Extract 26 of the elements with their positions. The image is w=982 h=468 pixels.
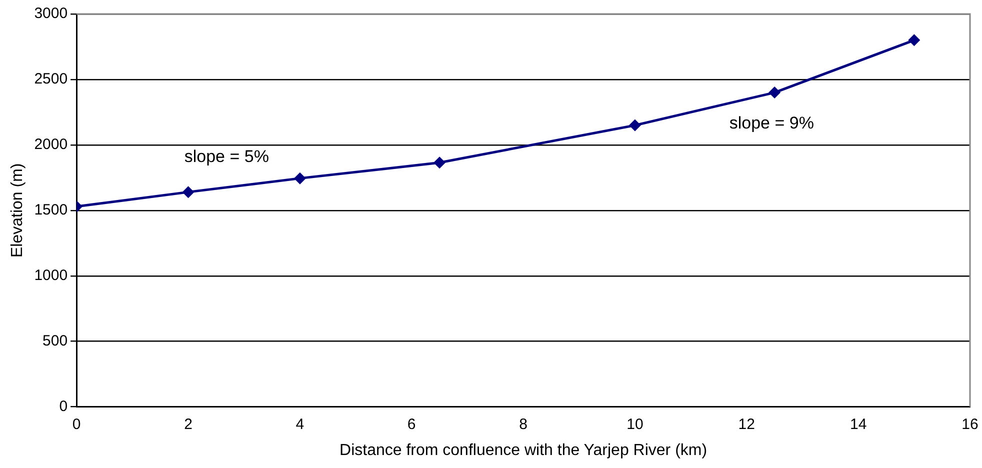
y-tick-label: 2000 xyxy=(34,136,68,154)
x-tick-label: 2 xyxy=(184,416,192,433)
point xyxy=(434,156,446,169)
annotation: slope = 5% xyxy=(184,147,269,166)
y-axis-title: Elevation (m) xyxy=(9,163,26,258)
x-tick-label: 4 xyxy=(296,416,304,433)
x-tick-label: 0 xyxy=(72,416,81,433)
point xyxy=(628,119,641,132)
point xyxy=(768,86,781,99)
x-tick-label: 10 xyxy=(626,416,644,433)
x-tick-label: 14 xyxy=(850,416,867,433)
x-tick-label: 16 xyxy=(962,416,978,433)
y-tick-label: 1000 xyxy=(34,267,68,284)
x-axis-title: Distance from confluence with the Yarjep River (km) xyxy=(340,442,708,459)
y-tick-label: 500 xyxy=(42,332,68,350)
y-tick-label: 3000 xyxy=(34,5,68,22)
x-tick-label: 12 xyxy=(738,416,755,433)
point xyxy=(908,34,920,46)
x-tick-label: 6 xyxy=(407,416,416,433)
y-tick-label: 2500 xyxy=(34,70,68,88)
x-tick-label: 8 xyxy=(519,416,528,433)
y-tick-label: 1500 xyxy=(34,202,68,219)
annotation: slope = 9% xyxy=(729,114,814,133)
point xyxy=(182,186,194,198)
point xyxy=(294,172,306,184)
y-tick-label: 0 xyxy=(59,398,68,415)
